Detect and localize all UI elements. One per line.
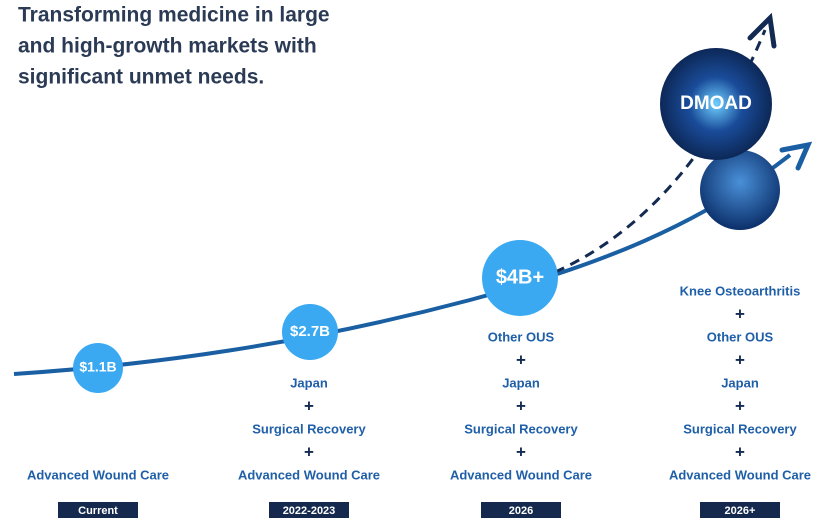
- separator: +: [304, 396, 314, 415]
- value-label: $2.7B: [290, 323, 330, 340]
- period-label: 2026: [509, 505, 533, 517]
- separator: +: [516, 396, 526, 415]
- separator: +: [516, 442, 526, 461]
- separator: +: [304, 442, 314, 461]
- dmoad-label: DMOAD: [680, 93, 752, 114]
- market-label: Other OUS: [488, 329, 555, 344]
- period-label: 2022-2023: [283, 505, 336, 517]
- value-label: $1.1B: [79, 359, 116, 375]
- separator: +: [516, 350, 526, 369]
- market-label: Japan: [502, 375, 540, 390]
- title-line: and high-growth markets with: [18, 35, 317, 58]
- dashed-arrow: [750, 18, 774, 46]
- market-label: Surgical Recovery: [464, 421, 578, 436]
- market-label: Other OUS: [707, 329, 774, 344]
- period-label: Current: [78, 505, 118, 517]
- market-label: Surgical Recovery: [252, 421, 366, 436]
- separator: +: [735, 350, 745, 369]
- market-label: Advanced Wound Care: [27, 467, 169, 482]
- infographic: DMOAD Transforming medicine in large and …: [0, 0, 830, 518]
- market-label: Advanced Wound Care: [450, 467, 592, 482]
- title-line: Transforming medicine in large: [18, 4, 330, 27]
- market-label: Advanced Wound Care: [238, 467, 380, 482]
- separator: +: [735, 396, 745, 415]
- market-label: Japan: [721, 375, 759, 390]
- separator: +: [735, 442, 745, 461]
- market-label: Advanced Wound Care: [669, 467, 811, 482]
- market-label: Knee Osteoarthritis: [680, 283, 801, 298]
- market-label: Japan: [290, 375, 328, 390]
- pipeline-circle: [700, 150, 780, 230]
- growth-curve: [14, 155, 790, 374]
- separator: +: [735, 304, 745, 323]
- title-line: significant unmet needs.: [18, 66, 264, 89]
- page: DMOAD Transforming medicine in large and …: [0, 0, 830, 518]
- period-label: 2026+: [725, 505, 756, 517]
- market-label: Surgical Recovery: [683, 421, 797, 436]
- value-label: $4B+: [496, 266, 544, 288]
